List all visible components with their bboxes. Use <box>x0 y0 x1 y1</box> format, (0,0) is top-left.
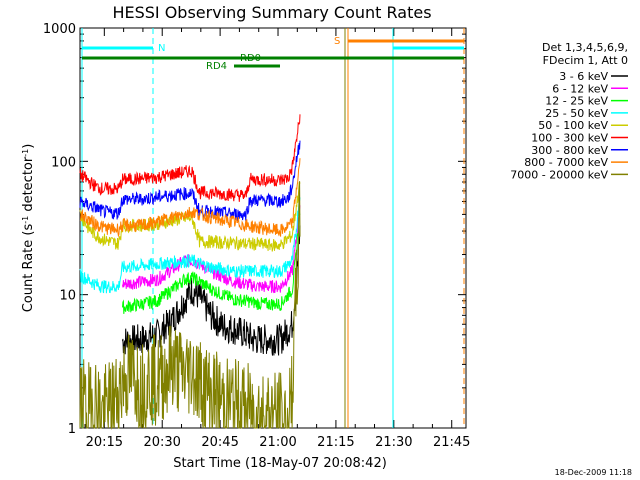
flag-annotation-s: S <box>334 36 340 47</box>
legend-label-7: 800 - 7000 keV <box>524 156 608 169</box>
legend-label-1: 6 - 12 keV <box>552 82 608 95</box>
y-axis-label: Count Rate (s-1 detector-1) <box>21 144 37 313</box>
legend-label-6: 300 - 800 keV <box>531 144 608 157</box>
series-line-5 <box>79 114 301 202</box>
legend-label-0: 3 - 6 keV <box>559 70 608 83</box>
x-tick-label: 21:00 <box>259 435 296 450</box>
series-line-6 <box>79 140 301 222</box>
y-label-main: Count Rate (s <box>21 224 36 313</box>
legend-label-3: 25 - 50 keV <box>545 107 608 120</box>
x-axis-ticks: 20:15 20:30 20:45 21:00 21:15 21:30 21:45 <box>84 28 470 450</box>
series-line-4 <box>79 182 301 252</box>
y-tick-label: 100 <box>51 155 76 170</box>
x-tick-label: 21:30 <box>375 435 412 450</box>
flag-annotation-n: N <box>158 43 165 54</box>
legend-header-2: FDecim 1, Att 0 <box>543 54 628 67</box>
legend-label-2: 12 - 25 keV <box>545 95 608 108</box>
series-line-3 <box>79 197 301 294</box>
legend: Det 1,3,4,5,6,9, FDecim 1, Att 0 3 - 6 k… <box>510 41 628 181</box>
series-line-7 <box>79 158 301 238</box>
y-label-sup2: -1 <box>21 149 30 157</box>
y-tick-label: 1000 <box>43 22 76 37</box>
data-series <box>79 114 301 430</box>
x-tick-label: 20:15 <box>86 435 123 450</box>
legend-header-1: Det 1,3,4,5,6,9, <box>542 41 628 54</box>
flag-annotation-rd0: RD0 <box>240 53 261 64</box>
x-tick-label: 20:30 <box>143 435 180 450</box>
legend-label-8: 7000 - 20000 keV <box>510 168 608 181</box>
y-label-mid: detector <box>21 156 36 216</box>
status-lines: N RD0 RD4 S <box>81 28 465 428</box>
generated-timestamp: 18-Dec-2009 11:18 <box>555 468 632 477</box>
y-axis-ticks: 1 10 100 1000 <box>43 22 466 437</box>
series-line-8 <box>79 181 301 430</box>
y-label-end: ) <box>21 144 36 149</box>
chart-title: HESSI Observing Summary Count Rates <box>112 3 431 22</box>
x-axis-label: Start Time (18-May-07 20:08:42) <box>173 456 387 471</box>
x-tick-label: 21:45 <box>433 435 470 450</box>
legend-label-5: 100 - 300 keV <box>531 132 608 145</box>
x-tick-label: 20:45 <box>201 435 238 450</box>
series-line-0 <box>122 225 301 356</box>
x-tick-label: 21:15 <box>317 435 354 450</box>
series-line-2 <box>122 212 301 314</box>
y-tick-label: 10 <box>59 289 76 304</box>
flag-annotation-rd4: RD4 <box>206 61 227 72</box>
legend-label-4: 50 - 100 keV <box>538 119 608 132</box>
y-label-sup1: -1 <box>21 216 30 224</box>
y-tick-label: 1 <box>68 422 76 437</box>
